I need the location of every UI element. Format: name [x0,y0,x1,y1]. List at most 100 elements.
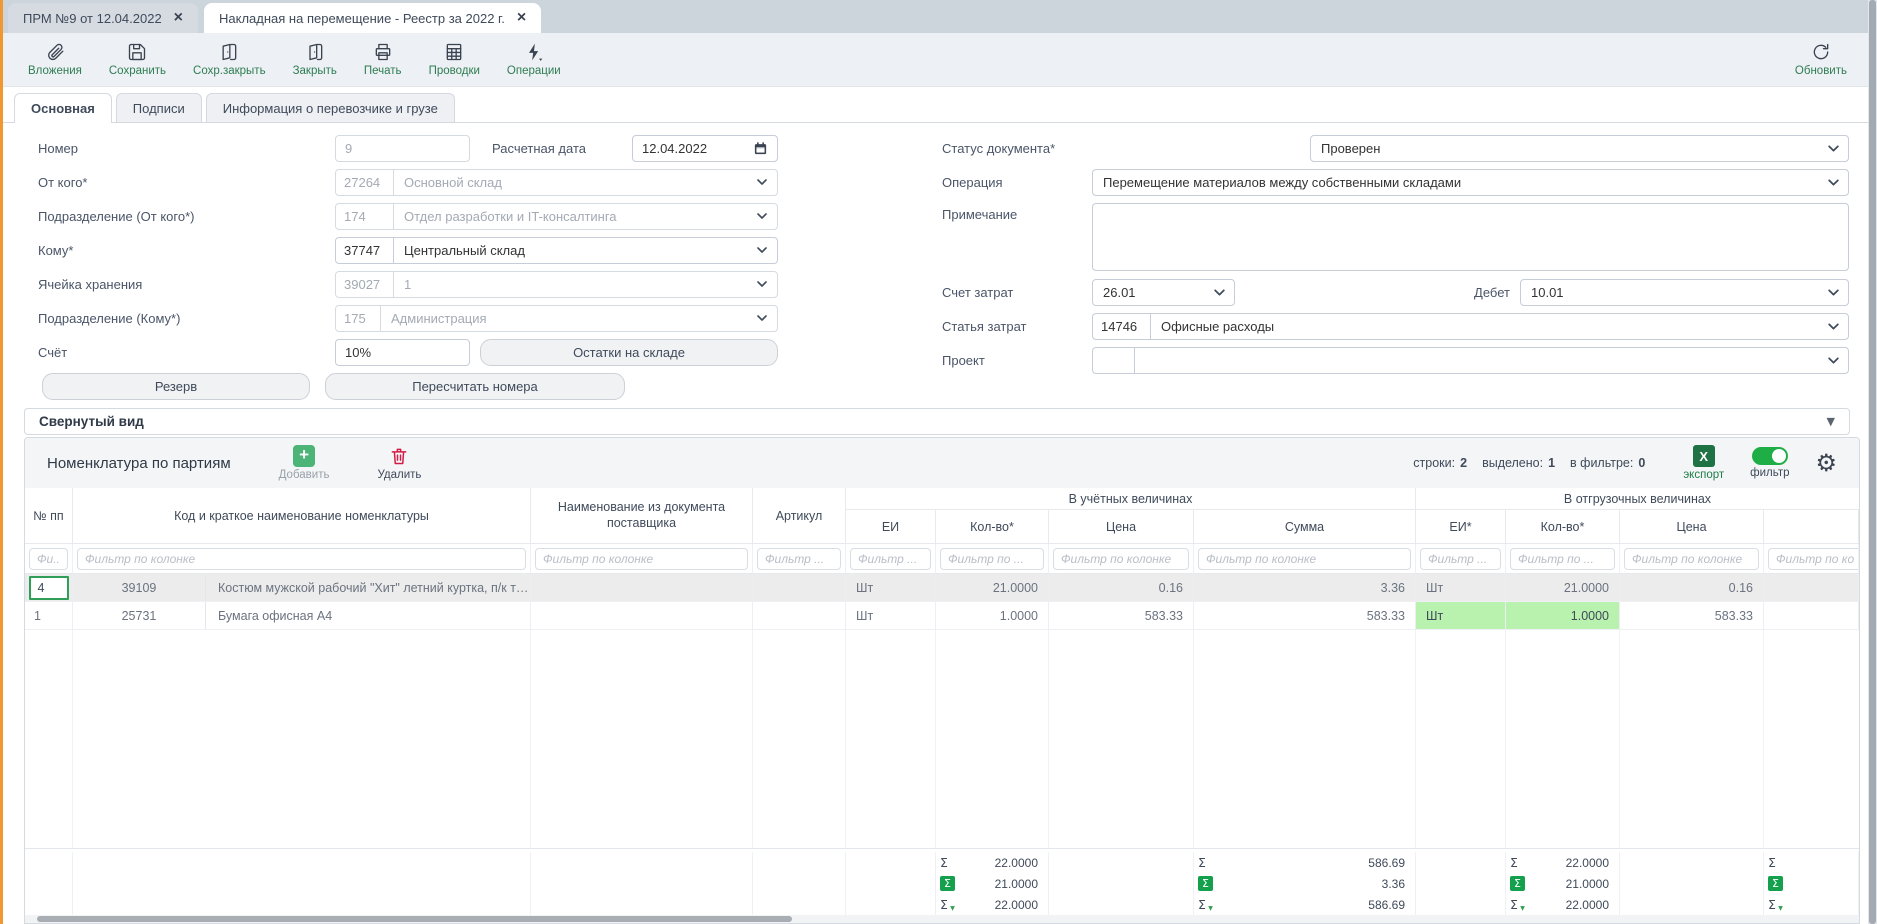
filter-input-ship-sum[interactable] [1768,548,1858,570]
to-select[interactable]: 37747 Центральный склад [335,236,778,264]
chevron-down-icon[interactable] [747,238,777,263]
ship-sum-cell[interactable] [1764,574,1859,601]
tab-close-icon[interactable]: × [516,9,527,26]
from-division-select[interactable]: 174 Отдел разработки и IT-консалтинга [335,202,778,230]
from-select[interactable]: 27264 Основной склад [335,168,778,196]
delete-row-button[interactable]: Удалить [377,445,421,481]
ship-ei-cell[interactable]: Шт [1416,574,1506,601]
column-header-price[interactable]: Цена [1049,510,1194,543]
tab-carrier-info[interactable]: Информация о перевозчике и грузе [205,93,455,122]
filter-input-num[interactable] [29,548,68,570]
tab-signatures[interactable]: Подписи [115,93,202,122]
sum-cell[interactable]: 583.33 [1194,602,1416,629]
postings-button[interactable]: Проводки [429,42,480,77]
chevron-down-icon[interactable] [747,272,777,297]
price-cell[interactable]: 0.16 [1049,574,1194,601]
vertical-scrollbar-thumb[interactable] [1869,0,1876,924]
export-button[interactable]: X экспорт [1683,445,1724,481]
ship-ei-cell[interactable]: Шт [1416,602,1506,629]
ship-price-cell[interactable]: 583.33 [1620,602,1764,629]
account-input[interactable]: 10% [335,338,470,366]
column-header-ship-ei[interactable]: ЕИ* [1416,510,1506,543]
item-name[interactable]: Бумага офисная А4 [218,608,333,623]
operation-select[interactable]: Перемещение материалов между собственным… [1092,168,1849,196]
cost-item-select[interactable]: 14746 Офисные расходы [1092,312,1849,340]
chevron-down-icon[interactable] [747,170,777,195]
ship-sum-cell[interactable] [1764,602,1859,629]
table-row[interactable]: 4 39109 Костюм мужской рабочий "Хит" летн… [25,574,1859,602]
filter-input-ship-price[interactable] [1624,548,1759,570]
column-header-qty[interactable]: Кол-во* [936,510,1049,543]
number-input[interactable]: 9 [335,134,470,162]
horizontal-scrollbar-thumb[interactable] [37,916,792,922]
stock-balance-button[interactable]: Остатки на складе [480,338,778,366]
filter-input-ship-ei[interactable] [1420,548,1501,570]
filter-input-code-name[interactable] [77,548,526,570]
column-header-num[interactable]: № пп [25,488,73,543]
qty-cell[interactable]: 1.0000 [936,602,1049,629]
ship-qty-cell[interactable]: 21.0000 [1506,574,1620,601]
ship-price-cell[interactable]: 0.16 [1620,574,1764,601]
vertical-scrollbar[interactable] [1868,0,1877,924]
window-tab-register[interactable]: Накладная на перемещение - Реестр за 202… [204,3,542,33]
print-button[interactable]: Печать [364,42,402,77]
tab-close-icon[interactable]: × [173,9,184,26]
focused-cell[interactable]: 4 [28,575,69,600]
qty-cell[interactable]: 21.0000 [936,574,1049,601]
storage-cell-select[interactable]: 39027 1 [335,270,778,298]
column-header-ship-qty[interactable]: Кол-во* [1506,510,1620,543]
row-num[interactable]: 1 [25,602,73,629]
attachments-button[interactable]: Вложения [28,42,82,77]
column-header-ei[interactable]: ЕИ [846,510,936,543]
chevron-down-icon[interactable] [1818,348,1848,373]
chevron-down-icon[interactable] [1818,142,1848,155]
column-header-sum[interactable]: Сумма [1194,510,1416,543]
project-select[interactable] [1092,346,1849,374]
filter-input-ship-qty[interactable] [1510,548,1615,570]
chevron-down-icon[interactable] [1204,286,1234,299]
column-header-supplier-doc-name[interactable]: Наименование из документа поставщика [531,488,753,543]
filter-input-sum[interactable] [1198,548,1411,570]
to-division-select[interactable]: 175 Администрация [335,304,778,332]
supplier-doc-name-cell[interactable] [531,574,753,601]
operations-button[interactable]: Операции [507,42,561,77]
chevron-down-icon[interactable] [1818,286,1848,299]
chevron-down-icon[interactable] [747,204,777,229]
note-textarea[interactable] [1092,203,1849,271]
sum-cell[interactable]: 3.36 [1194,574,1416,601]
debit-select[interactable]: 10.01 [1520,278,1849,306]
item-name[interactable]: Костюм мужской рабочий "Хит" летний курт… [218,580,530,595]
status-select[interactable]: Проверен [1310,134,1849,162]
filter-input-ei[interactable] [850,548,931,570]
column-header-ship-sum[interactable] [1764,510,1859,543]
cost-account-select[interactable]: 26.01 [1092,278,1235,306]
column-header-article[interactable]: Артикул [753,488,846,543]
chevron-down-icon[interactable] [1818,176,1848,189]
refresh-button[interactable]: Обновить [1795,42,1847,77]
toggle-on-icon[interactable] [1751,447,1788,465]
save-button[interactable]: Сохранить [109,42,166,77]
table-row[interactable]: 1 25731 Бумага офисная А4 Шт 1.0000 583.3… [25,602,1859,630]
supplier-doc-name-cell[interactable] [531,602,753,629]
calc-date-input[interactable]: 12.04.2022 [632,134,778,162]
chevron-down-icon[interactable]: ▼ [1826,415,1835,428]
horizontal-scrollbar[interactable] [25,915,1859,923]
ei-cell[interactable]: Шт [846,574,936,601]
column-header-code-name[interactable]: Код и краткое наименование номенклатуры [73,488,531,543]
article-cell[interactable] [753,602,846,629]
ship-qty-cell[interactable]: 1.0000 [1506,602,1620,629]
collapsed-view-bar[interactable]: Свернутый вид ▼ [24,408,1850,435]
column-header-ship-price[interactable]: Цена [1620,510,1764,543]
article-cell[interactable] [753,574,846,601]
chevron-down-icon[interactable] [1818,314,1848,339]
filter-input-supplier-doc-name[interactable] [535,548,748,570]
renumber-button[interactable]: Пересчитать номера [325,372,625,400]
filter-input-article[interactable] [757,548,841,570]
tab-main[interactable]: Основная [14,93,112,123]
item-code[interactable]: 25731 [73,602,206,629]
add-row-button[interactable]: + Добавить [279,445,329,481]
reserve-button[interactable]: Резерв [42,372,310,400]
calendar-icon[interactable] [753,141,768,156]
close-button[interactable]: Закрыть [293,42,337,77]
gear-icon[interactable]: ⚙ [1815,449,1837,477]
